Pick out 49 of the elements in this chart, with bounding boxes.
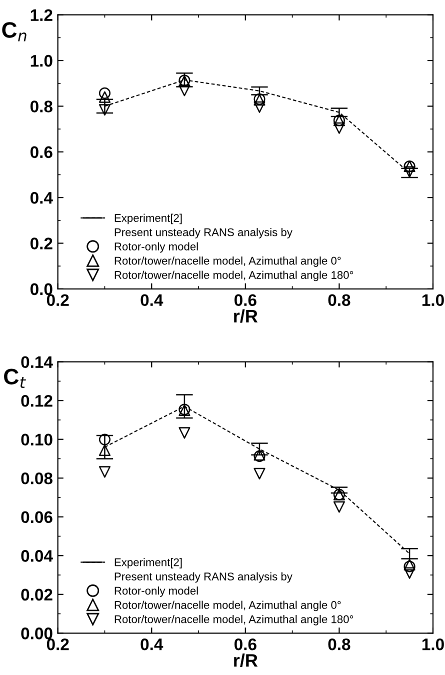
point [404,567,416,579]
x-axis-title: r/R [234,309,258,323]
x-tick-label: 0.8 [328,294,350,306]
legend-label: Rotor/tower/nacelle model, Azimuthal angle 180° [114,270,354,282]
legend-label: Rotor-only model [114,242,198,253]
y-tick-label: 1.0 [30,54,52,67]
y-tick-label: 1.2 [30,9,52,21]
y-axis-title: C$_{t}$ [4,368,26,388]
legend-label: Experiment[2] [114,558,182,568]
x-tick-label: 0.8 [328,638,350,650]
y-tick-label: 0.08 [21,472,52,484]
x-tick-label: 1.0 [422,638,444,650]
y-axis-title: C$_{n}$ [2,22,26,42]
x-tick-label: 0.2 [46,638,69,650]
legend-title: Present unsteady RANS analysis by [114,572,292,583]
y-tick-label: 0.02 [21,588,52,601]
y-tick-label: 0.06 [21,511,52,524]
y-tick-label: 0.6 [30,146,52,158]
point [178,84,190,96]
x-axis-title: r/R [234,654,258,667]
x-tick-label: 1.0 [422,294,444,306]
y-tick-label: 0.00 [21,628,52,640]
point [178,427,190,439]
y-tick-label: 0.0 [30,283,52,296]
x-tick-label: 0.4 [140,638,164,650]
point [333,122,345,134]
point [254,468,266,480]
y-tick-label: 0.14 [21,356,53,368]
y-tick-label: 0.04 [21,550,53,562]
x-tick-label: 0.2 [46,294,69,306]
legend-label: Rotor/tower/nacelle model, Azimuthal angle 180° [114,615,354,626]
y-tick-label: 0.2 [30,238,52,250]
point [98,444,111,456]
x-tick-label: 0.6 [234,638,256,650]
x-tick-label: 0.4 [140,294,164,306]
legend-title: Present unsteady RANS analysis by [114,228,292,238]
y-tick-label: 0.10 [21,434,52,446]
y-tick-label: 0.12 [21,394,52,407]
point [98,104,111,116]
legend-label: Rotor/tower/nacelle model, Azimuthal angle 0° [114,256,341,267]
y-tick-label: 0.8 [30,100,52,112]
legend-label: Rotor-only model [114,586,198,597]
point [98,466,111,478]
legend-label: Experiment[2] [114,214,182,224]
point [98,91,111,103]
x-tick-label: 0.6 [234,294,256,306]
point [333,501,345,513]
y-tick-label: 0.4 [30,192,53,204]
legend-label: Rotor/tower/nacelle model, Azimuthal angle 0° [114,600,341,612]
